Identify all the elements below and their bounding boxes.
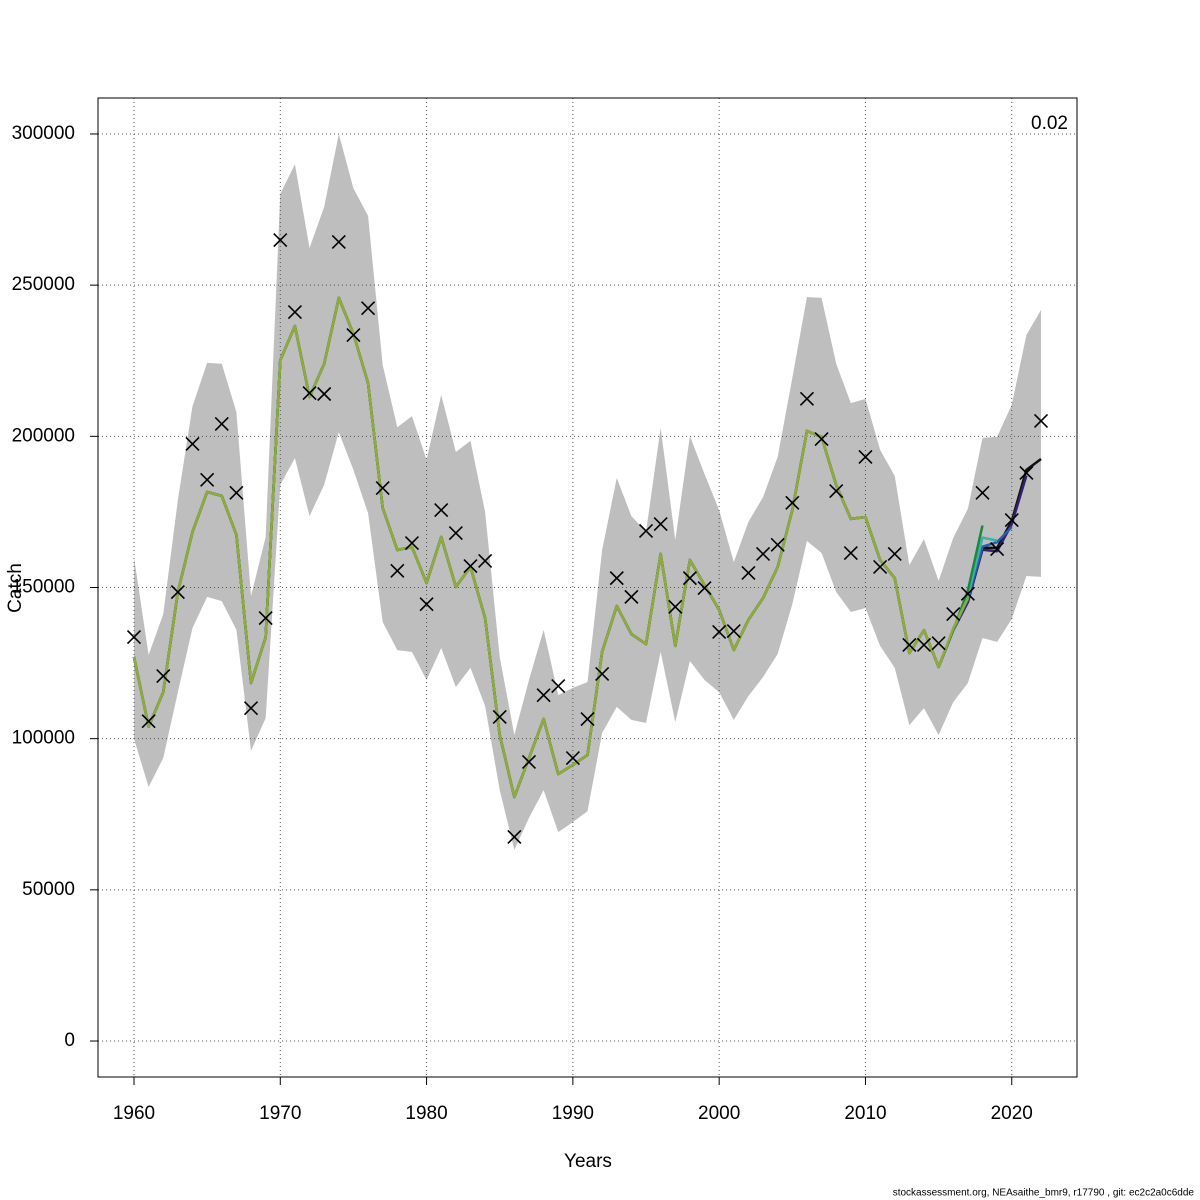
- observed-marker: [741, 565, 756, 581]
- observed-marker: [829, 483, 844, 499]
- observed-marker: [331, 234, 346, 249]
- observed-marker: [287, 304, 302, 320]
- observed-marker: [580, 711, 595, 727]
- observed-marker: [273, 233, 288, 248]
- observed-marker: [404, 535, 420, 551]
- observed-marker: [200, 472, 215, 487]
- x-tick-label: 1990: [552, 1103, 594, 1124]
- observed-marker: [419, 597, 434, 612]
- x-tick-label: 1960: [113, 1103, 155, 1124]
- observed-marker: [595, 666, 610, 682]
- y-tick-label: 0: [64, 1030, 75, 1051]
- observed-marker: [463, 558, 478, 574]
- y-tick-label: 300000: [12, 123, 75, 144]
- observed-marker: [887, 546, 902, 562]
- y-tick-label: 50000: [22, 879, 75, 900]
- x-tick-label: 2010: [844, 1103, 886, 1124]
- observed-marker: [814, 431, 829, 447]
- observed-marker: [141, 714, 156, 729]
- observed-marker: [1004, 513, 1019, 528]
- observed-marker: [302, 386, 317, 401]
- observed-marker: [785, 495, 800, 510]
- y-tick-label: 150000: [12, 577, 75, 598]
- observed-marker: [799, 391, 815, 406]
- observed-marker: [946, 607, 961, 622]
- observed-marker: [185, 436, 200, 451]
- plot-frame: [97, 97, 1078, 1078]
- x-tick-label: 1980: [405, 1103, 447, 1124]
- observed-marker: [990, 542, 1005, 557]
- observed-marker: [565, 750, 580, 766]
- footer: stockassessment.org, NEAsaithe_bmr9, r17…: [893, 1188, 1195, 1199]
- x-axis-label: Years: [564, 1151, 612, 1172]
- observed-marker: [243, 701, 259, 716]
- x-tick-label: 2020: [991, 1103, 1033, 1124]
- observed-marker: [170, 584, 185, 600]
- y-tick-label: 200000: [12, 425, 75, 446]
- observed-marker: [521, 754, 537, 770]
- observed-marker: [1019, 465, 1034, 480]
- observed-marker: [873, 559, 888, 575]
- observed-marker: [712, 624, 727, 640]
- observed-marker: [638, 523, 654, 539]
- observed-marker: [390, 563, 405, 578]
- observed-marker: [624, 589, 639, 604]
- observed-marker: [916, 637, 932, 653]
- observed-marker: [858, 449, 873, 464]
- observed-marker: [317, 386, 332, 402]
- observed-marker: [346, 327, 361, 343]
- observed-marker: [536, 688, 551, 703]
- observed-marker: [448, 526, 463, 541]
- observed-marker: [492, 709, 507, 724]
- observed-marker: [653, 516, 668, 532]
- y-tick-label: 250000: [12, 274, 75, 295]
- x-tick-label: 1970: [259, 1103, 301, 1124]
- observed-marker: [668, 599, 683, 614]
- observed-marker: [156, 669, 171, 684]
- observed-marker: [258, 610, 273, 626]
- observed-marker: [931, 636, 946, 651]
- observed-marker: [214, 416, 229, 431]
- observed-marker: [551, 678, 566, 694]
- confidence-band: [133, 133, 1042, 850]
- observed-marker: [507, 829, 522, 845]
- observed-marker: [682, 571, 697, 586]
- observed-marker: [229, 485, 244, 500]
- observed-marker: [726, 623, 741, 639]
- observed-marker: [478, 553, 493, 568]
- observed-marker: [902, 637, 917, 653]
- observed-marker: [609, 571, 624, 586]
- y-tick-label: 100000: [12, 728, 75, 749]
- observed-marker: [975, 485, 990, 500]
- observed-marker: [843, 545, 858, 561]
- observed-marker: [1033, 413, 1049, 428]
- observed-marker: [755, 546, 771, 562]
- x-tick-label: 2000: [698, 1103, 740, 1124]
- annotation: 0.02: [1031, 113, 1068, 134]
- observed-marker: [375, 480, 390, 496]
- observed-marker: [770, 537, 785, 552]
- observed-marker: [697, 581, 712, 596]
- observed-marker: [126, 630, 142, 645]
- observed-marker: [960, 586, 975, 601]
- estimate-line: [132, 296, 969, 799]
- observed-marker: [360, 301, 376, 316]
- y-axis-label: Catch: [5, 563, 26, 613]
- observed-marker: [434, 503, 449, 518]
